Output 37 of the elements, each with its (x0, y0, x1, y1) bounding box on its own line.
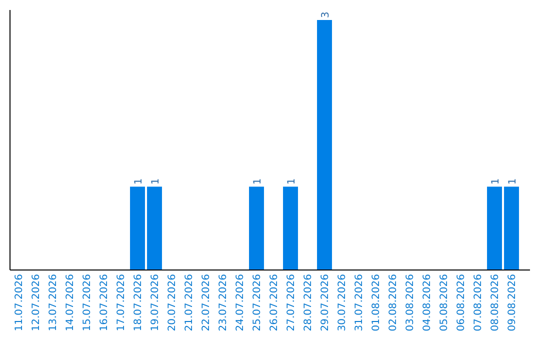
x-tick-label: 22.07.2026 (201, 274, 212, 332)
x-tick-label: 05.08.2026 (439, 274, 450, 332)
data-label: 1 (490, 178, 502, 185)
x-tick-label: 04.08.2026 (422, 274, 433, 332)
x-tick-label: 23.07.2026 (218, 274, 229, 332)
x-tick-label: 30.07.2026 (337, 274, 348, 332)
data-label: 1 (286, 178, 298, 185)
x-tick-label: 01.08.2026 (371, 274, 382, 332)
x-tick-label: 28.07.2026 (303, 274, 314, 332)
x-tick-label: 21.07.2026 (184, 274, 195, 332)
data-label: 1 (134, 178, 144, 185)
data-label: 1 (150, 178, 162, 185)
x-tick-label: 26.07.2026 (269, 274, 280, 332)
x-tick-label: 12.07.2026 (31, 274, 42, 332)
data-label: 1 (508, 178, 518, 185)
x-tick-label: 06.08.2026 (456, 274, 467, 332)
x-tick-label: 27.07.2026 (286, 274, 297, 332)
x-tick-label: 25.07.2026 (252, 274, 263, 332)
x-tick-label: 20.07.2026 (167, 274, 178, 332)
x-tick-label: 14.07.2026 (65, 274, 76, 332)
x-tick-label: 16.07.2026 (99, 274, 110, 332)
x-tick-label: 08.08.2026 (490, 274, 501, 332)
x-tick-label: 29.07.2026 (320, 274, 331, 332)
x-tick-label: 07.08.2026 (473, 274, 484, 332)
x-tick-label: 03.08.2026 (405, 274, 416, 332)
x-tick-label: 11.07.2026 (14, 274, 25, 332)
x-tick-label: 31.07.2026 (354, 274, 365, 332)
x-tick-label: 24.07.2026 (235, 274, 246, 332)
data-label: 3 (320, 12, 332, 18)
x-tick-label: 19.07.2026 (150, 274, 161, 332)
x-tick-label: 18.07.2026 (133, 274, 144, 332)
x-tick-label: 13.07.2026 (48, 274, 59, 332)
x-tick-label: 09.08.2026 (507, 274, 518, 332)
x-tick-label: 15.07.2026 (82, 274, 93, 332)
x-tick-label: 17.07.2026 (116, 274, 127, 332)
data-label: 1 (252, 178, 264, 185)
x-tick-label: 02.08.2026 (388, 274, 399, 332)
